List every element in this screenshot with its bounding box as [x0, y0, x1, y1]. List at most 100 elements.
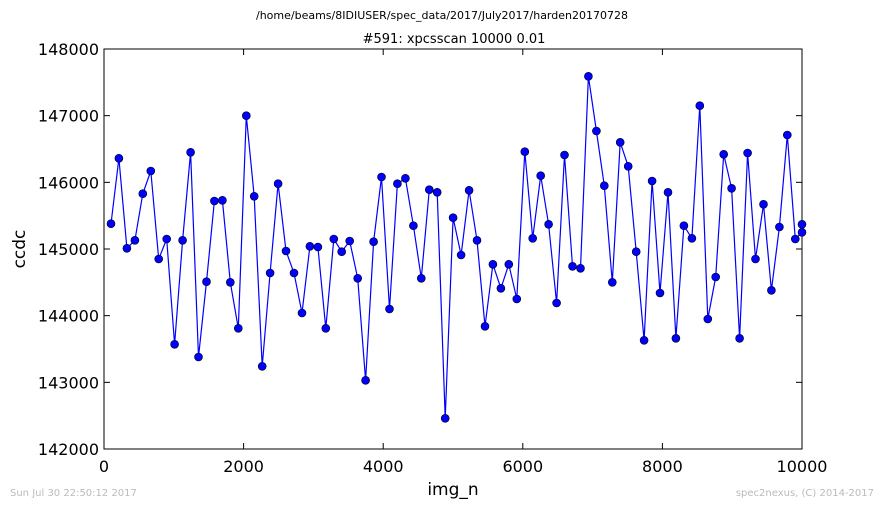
data-point [265, 268, 275, 278]
footer-credit: spec2nexus, (C) 2014-2017 [735, 488, 874, 499]
data-point [114, 154, 124, 163]
data-point [576, 263, 585, 273]
data-point [584, 72, 593, 81]
x-tick-label: 0 [99, 457, 109, 476]
data-point [353, 273, 363, 283]
data-point [607, 277, 617, 287]
y-tick-label: 147000 [38, 107, 99, 126]
data-point [512, 294, 522, 304]
data-point [130, 236, 140, 245]
data-point [361, 375, 370, 385]
data-point [202, 277, 211, 287]
data-point [599, 181, 609, 190]
data-point [480, 321, 490, 331]
data-point [751, 254, 760, 264]
data-point [663, 188, 673, 197]
data-point [416, 273, 426, 283]
x-tick-label: 6000 [502, 457, 543, 476]
data-point [488, 259, 498, 269]
data-point [631, 247, 641, 256]
x-axis-label: img_n [427, 480, 478, 500]
data-point [305, 242, 315, 251]
data-point [552, 298, 561, 308]
data-point [592, 126, 601, 136]
y-tick-label: 144000 [38, 307, 99, 326]
data-point [679, 221, 689, 230]
data-point [385, 304, 394, 314]
data-point [560, 150, 569, 160]
data-point [797, 220, 807, 229]
data-point [273, 179, 283, 188]
data-point [257, 361, 267, 371]
axis-ticks: 0 2000 4000 6000 8000 10000 142000 143000 144000… [38, 40, 828, 476]
data-point [393, 179, 402, 188]
data-point [162, 234, 171, 244]
data-point [767, 285, 776, 295]
data-point [735, 333, 744, 343]
data-point [154, 254, 163, 264]
series-markers [106, 72, 807, 423]
data-point [321, 323, 331, 333]
y-tick-label: 143000 [38, 373, 99, 392]
data-point [797, 228, 807, 237]
data-point [496, 283, 506, 293]
data-point [313, 242, 323, 252]
data-point [377, 172, 386, 182]
chart-title: #591: xpcsscan 10000 0.01 [363, 32, 546, 47]
data-point [122, 244, 132, 253]
data-point [647, 176, 657, 186]
data-point [703, 314, 713, 324]
y-axis-label: ccdc [10, 230, 30, 269]
data-point [106, 219, 116, 228]
data-point [687, 234, 697, 243]
data-point [639, 335, 649, 345]
x-tick-label: 4000 [363, 457, 404, 476]
data-point [615, 138, 625, 147]
data-point [568, 261, 577, 271]
data-point [186, 148, 195, 157]
y-tick-label: 146000 [38, 173, 99, 192]
x-tick-label: 10000 [777, 457, 828, 476]
data-point [671, 333, 681, 343]
data-point [170, 339, 179, 349]
data-point [727, 184, 736, 193]
data-point [448, 213, 458, 222]
data-point [743, 148, 752, 158]
data-point [623, 162, 633, 171]
data-point [544, 220, 553, 229]
data-point [456, 250, 466, 260]
data-point [194, 352, 203, 362]
data-point [234, 323, 243, 333]
data-point [790, 234, 800, 244]
data-point [432, 188, 442, 197]
data-point [504, 259, 514, 269]
data-point [218, 196, 227, 205]
data-point [424, 185, 434, 194]
data-point [711, 272, 721, 282]
data-point [401, 174, 410, 183]
data-point [289, 268, 299, 278]
x-tick-label: 8000 [642, 457, 683, 476]
data-point [655, 288, 665, 298]
data-point [409, 221, 418, 230]
data-point [242, 111, 251, 120]
data-point [146, 166, 156, 176]
data-point [695, 101, 705, 110]
data-point [345, 236, 355, 246]
series-line [110, 76, 803, 419]
data-point [759, 200, 768, 209]
data-point [337, 247, 347, 256]
data-point [249, 192, 259, 201]
data-point [719, 150, 729, 159]
data-point [775, 222, 784, 232]
figure-suptitle: /home/beams/8IDIUSER/spec_data/2017/July… [256, 9, 628, 22]
data-point [178, 236, 187, 245]
data-point [440, 413, 450, 423]
x-tick-label: 2000 [223, 457, 264, 476]
data-point [138, 189, 148, 198]
data-point [210, 196, 219, 206]
data-point [472, 236, 482, 245]
y-tick-label: 145000 [38, 240, 99, 259]
data-point [226, 277, 235, 287]
